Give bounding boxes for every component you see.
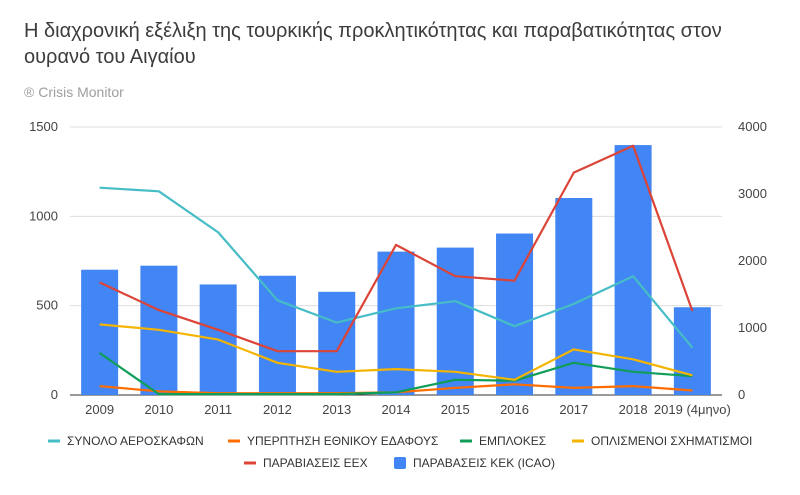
bar [614, 145, 652, 395]
legend-label: ΥΠΕΡΠΤΗΣΗ ΕΘΝΙΚΟΥ ΕΔΑΦΟΥΣ [247, 434, 438, 448]
line-series [98, 144, 694, 396]
chart-subtitle: ® Crisis Monitor [24, 84, 124, 100]
x-tick-label: 2019 (4μηνο) [654, 402, 731, 417]
x-tick-label: 2009 [85, 402, 114, 417]
bar [377, 251, 415, 395]
series-line [98, 352, 693, 396]
x-axis-ticks: 2009 2010 2011 2012 2013 2014 2015 2016 2017 2018… [85, 402, 731, 417]
right-axis-ticks: 0 1000 2000 3000 4000 [738, 119, 767, 402]
x-tick-label: 2012 [263, 402, 292, 417]
right-tick-label: 3000 [738, 186, 767, 201]
right-tick-label: 2000 [738, 253, 767, 268]
series-line [99, 144, 694, 353]
left-tick-label: 1000 [29, 208, 58, 223]
series-line [99, 323, 693, 381]
bar [318, 291, 356, 395]
x-tick-label: 2010 [144, 402, 173, 417]
right-tick-label: 1000 [738, 320, 767, 335]
x-tick-label: 2014 [382, 402, 411, 417]
legend-label: ΠΑΡΑΒΑΣΕΙΣ ΚΕΚ (ICAO) [413, 456, 555, 470]
left-tick-label: 1500 [29, 119, 58, 134]
chart-title: Η διαχρονική εξέλιξη της τουρκικής προκλ… [24, 20, 722, 68]
legend-label: ΣΥΝΟΛΟ ΑΕΡΟΣΚΑΦΩΝ [67, 434, 204, 448]
x-tick-label: 2018 [619, 402, 648, 417]
x-tick-label: 2011 [204, 402, 232, 417]
bar [81, 269, 119, 395]
left-axis-ticks: 0 500 1000 1500 [29, 119, 58, 402]
x-tick-label: 2013 [322, 402, 351, 417]
bar [673, 307, 711, 395]
bar [258, 275, 296, 395]
right-tick-label: 4000 [738, 119, 767, 134]
x-tick-label: 2016 [500, 402, 529, 417]
left-tick-label: 500 [36, 298, 58, 313]
legend-label: ΕΜΠΛΟΚΕΣ [479, 434, 546, 448]
left-tick-label: 0 [51, 387, 58, 402]
legend-label: ΟΠΛΙΣΜΕΝΟΙ ΣΧΗΜΑΤΙΣΜΟΙ [591, 434, 752, 448]
series-line [99, 186, 694, 349]
legend-swatch [394, 457, 406, 469]
bar [496, 233, 534, 395]
x-tick-label: 2017 [559, 402, 588, 417]
x-tick-label: 2015 [441, 402, 470, 417]
right-tick-label: 0 [738, 387, 745, 402]
legend-label: ΠΑΡΑΒΙΑΣΕΙΣ ΕΕΧ [263, 456, 368, 470]
legend: ΣΥΝΟΛΟ ΑΕΡΟΣΚΑΦΩΝ ΥΠΕΡΠΤΗΣΗ ΕΘΝΙΚΟΥ ΕΔΑΦΟ… [48, 434, 752, 470]
